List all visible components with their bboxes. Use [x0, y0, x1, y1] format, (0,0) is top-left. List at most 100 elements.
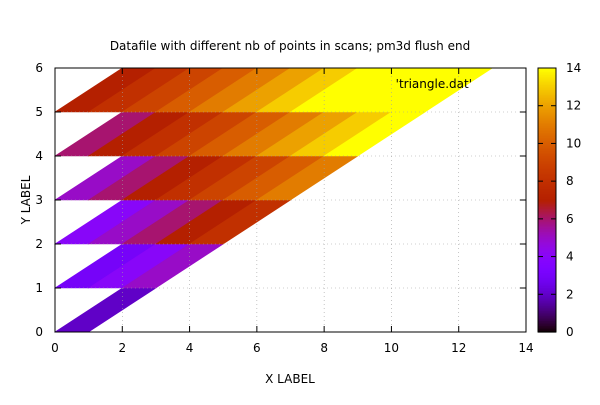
colorbar-segment	[538, 147, 556, 150]
colorbar-segment	[538, 251, 556, 254]
x-tick-label: 14	[518, 341, 533, 355]
colorbar-segment	[538, 246, 556, 249]
colorbar-segment	[538, 124, 556, 127]
colorbar-segment	[538, 236, 556, 239]
colorbar-segment	[538, 180, 556, 183]
colorbar-segment	[538, 132, 556, 135]
colorbar-segment	[538, 120, 556, 124]
colorbar-segment	[538, 190, 556, 193]
colorbar-segment	[538, 155, 556, 158]
colorbar-segment	[538, 68, 556, 71]
colorbar-segment	[538, 312, 556, 315]
colorbar-segment	[538, 89, 556, 92]
colorbar-segment	[538, 261, 556, 264]
colorbar-segment	[538, 140, 556, 143]
colorbar-segment	[538, 211, 556, 214]
colorbar-segment	[538, 233, 556, 236]
colorbar-segment	[538, 228, 556, 231]
colorbar-segment	[538, 256, 556, 259]
colorbar-segment	[538, 160, 556, 163]
chart-title: Datafile with different nb of points in …	[110, 39, 470, 53]
colorbar-segment	[538, 317, 556, 320]
colorbar-segment	[538, 295, 556, 298]
colorbar-segment	[538, 135, 556, 138]
x-tick-label: 8	[320, 341, 328, 355]
colorbar-segment	[538, 112, 556, 115]
colorbar-segment	[538, 272, 556, 275]
colorbar-segment	[538, 173, 556, 176]
colorbar-segment	[538, 315, 556, 318]
colorbar-segment	[538, 94, 556, 97]
colorbar-frame	[537, 67, 557, 333]
colorbar-segment	[538, 171, 556, 175]
colorbar-segment	[538, 219, 556, 223]
colorbar-segment	[538, 127, 556, 130]
colorbar-segment	[538, 96, 556, 99]
colorbar-segment	[538, 209, 556, 213]
colorbar-tick-label: 0	[566, 325, 574, 339]
colorbar-segment	[538, 157, 556, 160]
colorbar-segment	[538, 176, 556, 180]
surface-cell	[53, 287, 157, 333]
colorbar-segment	[538, 269, 556, 272]
colorbar-segment	[538, 170, 556, 173]
colorbar-segment	[538, 72, 556, 76]
colorbar-segment	[538, 307, 556, 310]
colorbar-segment	[538, 71, 556, 74]
colorbar-segment	[538, 87, 556, 91]
colorbar-segment	[538, 323, 556, 326]
colorbar-segment	[538, 82, 556, 86]
colorbar-segment	[538, 305, 556, 308]
y-tick-label: 4	[35, 149, 43, 163]
x-tick-label: 2	[118, 341, 126, 355]
colorbar-segment	[538, 266, 556, 269]
colorbar-segment	[538, 299, 556, 302]
colorbar-segment	[538, 191, 556, 194]
colorbar-segment	[538, 221, 556, 224]
colorbar-segment	[538, 302, 556, 305]
colorbar-segment	[538, 198, 556, 201]
colorbar-segment	[538, 279, 556, 282]
colorbar-segment	[538, 231, 556, 234]
colorbar-segment	[538, 193, 556, 196]
colorbar-segment	[538, 216, 556, 219]
colorbar-segment	[538, 105, 556, 109]
colorbar-segment	[538, 322, 556, 325]
y-tick-label: 1	[35, 281, 43, 295]
colorbar-segment	[538, 270, 556, 274]
colorbar-segment	[538, 122, 556, 125]
y-tick-label: 0	[35, 325, 43, 339]
colorbar-segment	[538, 84, 556, 87]
colorbar-tick-label: 10	[566, 136, 581, 150]
colorbar-segment	[538, 206, 556, 209]
colorbar-segment	[538, 91, 556, 94]
y-tick-label: 2	[35, 237, 43, 251]
colorbar-tick-label: 12	[566, 99, 581, 113]
colorbar-segment	[538, 247, 556, 251]
x-tick-label: 6	[253, 341, 261, 355]
legend-label: 'triangle.dat'	[396, 77, 472, 91]
colorbar-segment	[538, 282, 556, 285]
y-tick-label: 3	[35, 193, 43, 207]
colorbar-segment	[538, 109, 556, 112]
colorbar-segment	[538, 104, 556, 107]
colorbar-segment	[538, 308, 556, 312]
colorbar-segment	[538, 226, 556, 229]
colorbar-segment	[538, 204, 556, 208]
colorbar-segment	[538, 188, 556, 191]
colorbar-segment	[538, 162, 556, 165]
colorbar-segment	[538, 297, 556, 300]
colorbar-segment	[538, 328, 556, 331]
colorbar-segment	[538, 274, 556, 277]
colorbar-segment	[538, 239, 556, 242]
colorbar-segment	[538, 99, 556, 102]
colorbar-segment	[538, 262, 556, 265]
colorbar-segment	[538, 325, 556, 328]
colorbar-segment	[538, 101, 556, 104]
colorbar-segment	[538, 294, 556, 297]
colorbar-segment	[538, 142, 556, 145]
colorbar-segment	[538, 330, 556, 333]
colorbar-segment	[538, 300, 556, 303]
